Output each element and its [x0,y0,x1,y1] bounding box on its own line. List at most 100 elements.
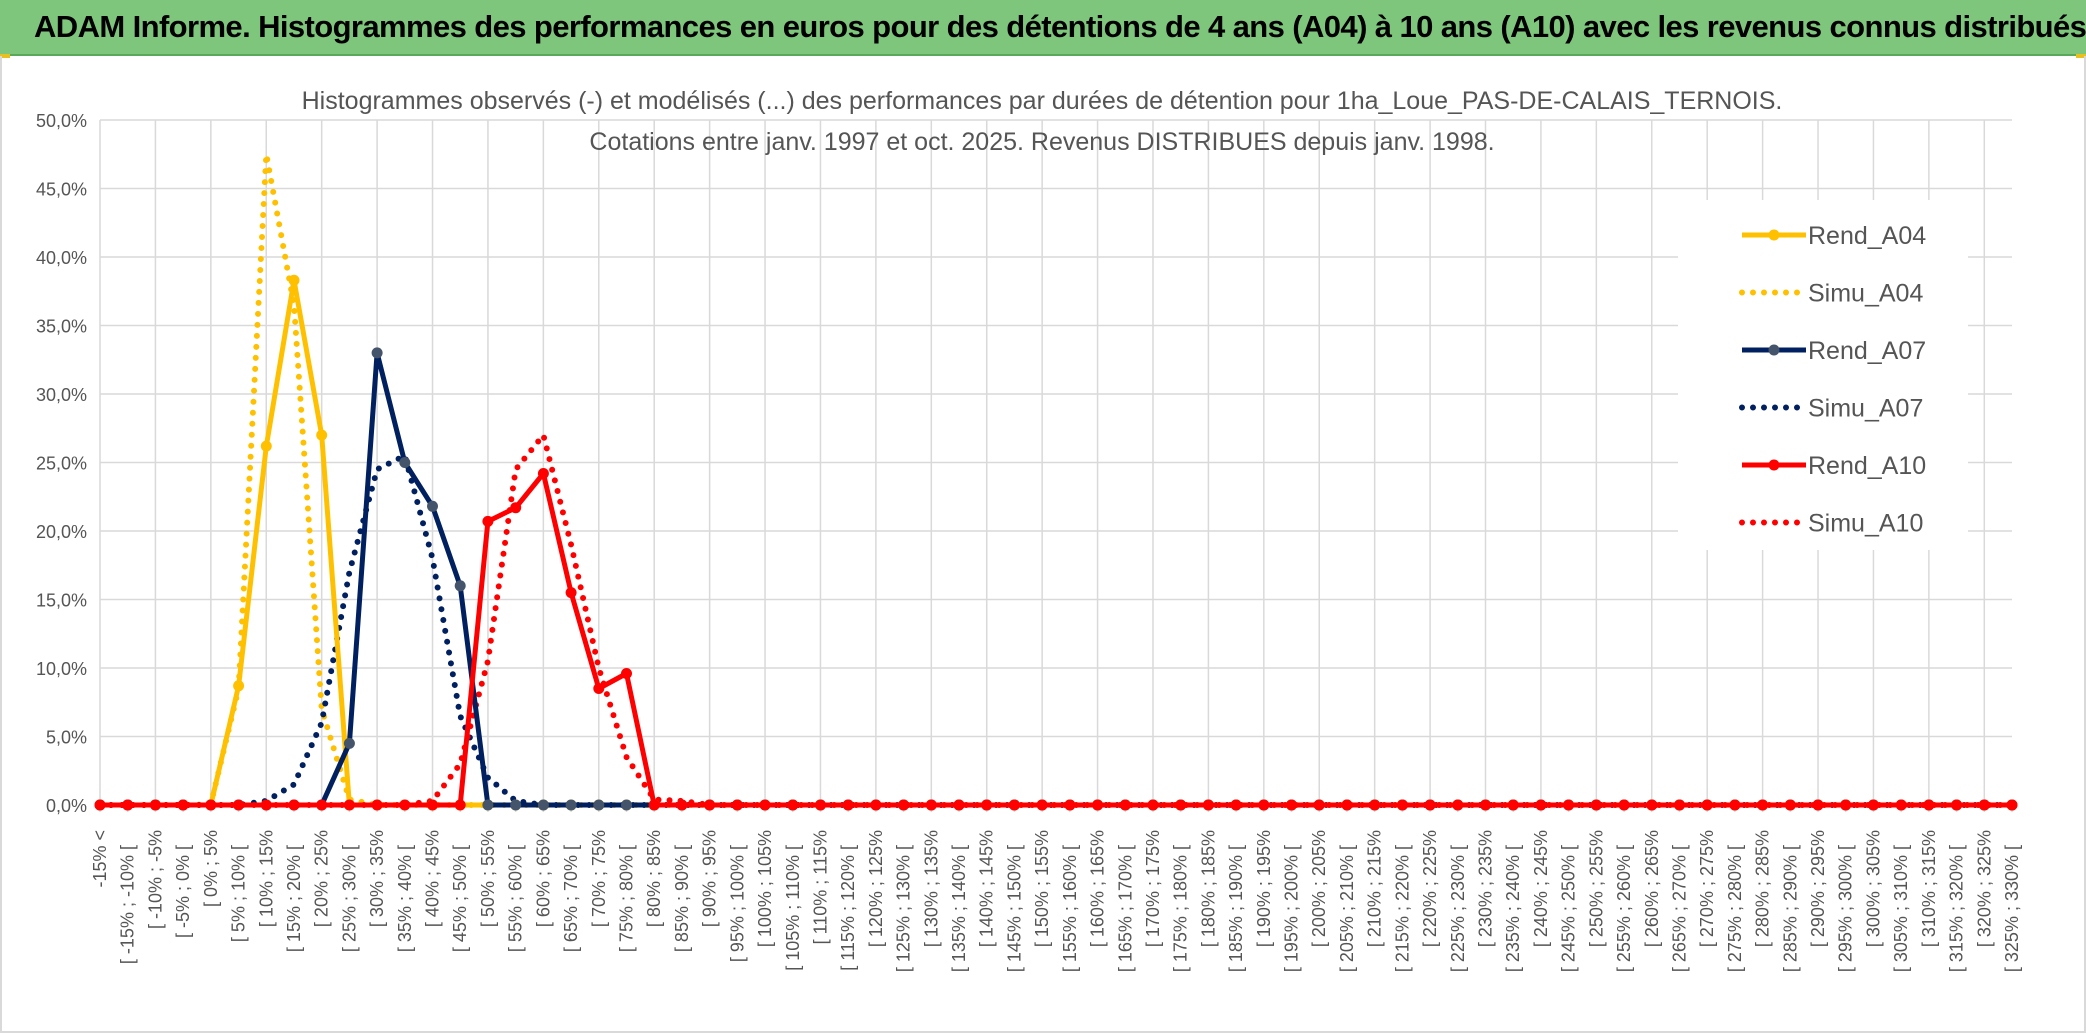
data-point [1202,799,1214,811]
x-tick-label: [ 110% ; 115% [810,830,830,944]
data-point [593,683,605,694]
data-point [537,468,549,479]
x-tick-label: [ 165% ; 170% [ [1115,845,1135,972]
y-tick-label: 5,0% [46,728,87,748]
data-point [870,799,882,811]
data-point [1618,799,1630,811]
data-point [565,799,577,811]
x-tick-label: [ 75% ; 80% [ [616,845,636,952]
x-tick-label: [ 125% ; 130% [ [894,845,914,972]
x-tick-label: [ 225% ; 230% [ [1448,845,1468,972]
legend-label: Simu_A07 [1808,395,1923,423]
x-tick-label: [ 100% ; 105% [755,830,775,947]
x-tick-label: [ 85% ; 90% [ [672,845,692,952]
data-point [1396,799,1408,811]
y-tick-label: 10,0% [36,659,87,679]
chart-frame [0,56,2086,1033]
data-point [1812,799,1824,811]
x-tick-label: [ 280% ; 285% [1753,830,1773,947]
x-tick-label: [ 240% ; 245% [1531,830,1551,947]
data-point [1258,799,1270,811]
x-tick-label: [ 190% ; 195% [1254,830,1274,947]
x-tick-label: [ 275% ; 280% [ [1725,845,1745,972]
data-point [343,737,355,749]
x-tick-label: [ 170% ; 175% [1143,830,1163,947]
x-tick-label: [ 295% ; 300% [ [1836,845,1856,972]
x-tick-label: [ 65% ; 70% [ [561,845,581,952]
x-tick-label: [ 30% ; 35% [367,830,387,927]
x-tick-label: [ 40% ; 45% [423,830,443,927]
x-tick-label: [ 315% ; 320% [ [1947,845,1967,972]
report-title: ADAM Informe. Histogrammes des performan… [34,9,2086,44]
x-tick-label: [ 320% ; 325% [1974,830,1994,947]
data-point [1286,799,1297,811]
data-point [94,799,106,811]
data-point [1535,799,1547,811]
data-point [842,799,854,811]
x-tick-label: [ 300% ; 305% [1863,830,1883,947]
x-tick-label: [ 25% ; 30% [ [339,845,359,952]
legend-item-rend-a04: Rend_A04 [1742,222,1926,250]
data-point [1064,799,1076,811]
x-tick-label: [ 220% ; 225% [1420,830,1440,947]
x-tick-label: [ 35% ; 40% [ [395,845,415,952]
data-point [759,799,771,811]
x-tick-label: [ 150% ; 155% [1032,830,1052,947]
data-point [1507,799,1519,811]
x-tick-label: [ 70% ; 75% [589,830,609,927]
data-point [953,799,965,811]
x-tick-label: [ 235% ; 240% [ [1503,845,1523,972]
data-point [482,515,494,527]
x-tick-label: [ -10% ; -5% [145,830,165,929]
legend-label: Simu_A04 [1808,280,1923,308]
x-tick-label: [ 290% ; 295% [1808,830,1828,947]
x-tick-label: [ 310% ; 315% [1919,830,1939,947]
data-point [427,500,438,512]
x-tick-label: [ 210% ; 215% [1365,830,1385,947]
x-tick-label: [ 325% ; 330% [ [2002,845,2022,972]
data-point [1646,799,1658,811]
data-point [704,799,716,811]
y-tick-label: 25,0% [36,454,87,474]
x-tick-label: [ 10% ; 15% [256,830,276,927]
data-point [815,799,826,811]
data-point [454,580,466,592]
data-point [925,799,937,811]
data-point [482,799,494,811]
data-point [1092,799,1104,811]
x-tick-label: [ 250% ; 255% [1586,830,1606,947]
data-point [233,680,245,692]
x-tick-label: [ 185% ; 190% [ [1226,845,1246,972]
series-lines [94,151,2018,811]
x-tick-label: [ 60% ; 65% [533,830,553,927]
data-point [1452,799,1464,811]
data-point [371,347,383,359]
x-tick-label: [ 135% ; 140% [ [949,845,969,972]
y-tick-label: 50,0% [36,111,87,131]
x-tick-label: [ 230% ; 235% [1476,830,1496,947]
data-point [1369,799,1381,811]
data-point [593,799,605,811]
chart-title-line-1: Histogrammes observés (-) et modélisés (… [302,87,1783,115]
report-banner: ADAM Informe. Histogrammes des performan… [0,0,2086,56]
x-tick-label: [ 245% ; 250% [ [1559,845,1579,972]
legend-marker [1768,459,1780,471]
data-point [1590,799,1602,811]
x-tick-label: [ 20% ; 25% [312,830,332,927]
x-tick-label: [ 45% ; 50% [ [450,845,470,952]
data-point [510,799,522,811]
data-point [565,587,577,599]
x-tick-label: [ 145% ; 150% [ [1004,845,1024,972]
y-tick-label: 20,0% [36,522,87,542]
x-tick-label: [ 200% ; 205% [1309,830,1329,947]
data-point [621,668,632,679]
x-tick-label: [ 260% ; 265% [1642,830,1662,947]
legend-label: Rend_A04 [1808,222,1926,250]
data-point [177,799,189,811]
data-point [1175,799,1187,811]
legend-label: Rend_A10 [1808,452,1926,480]
x-tick-label: [ 270% ; 275% [1697,830,1717,947]
data-point [1036,799,1048,811]
x-tick-label: -15% < [90,830,110,888]
data-point [260,799,272,811]
